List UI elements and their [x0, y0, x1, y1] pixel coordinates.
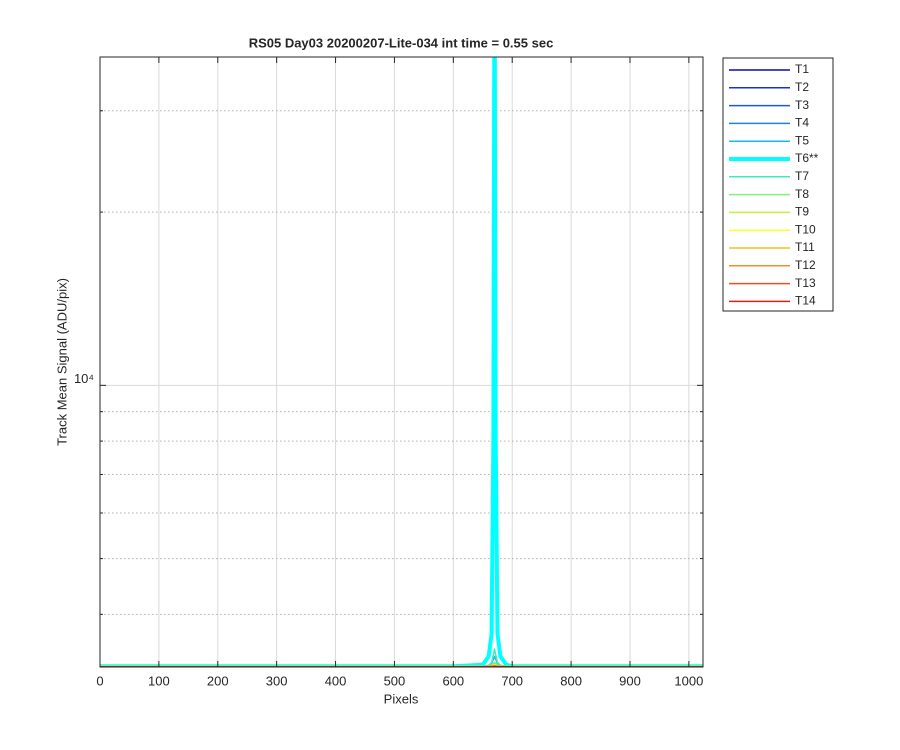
x-tick-label: 300 [266, 673, 288, 688]
legend: T1 T2 T3 T4 T5 T6** T7 T8 T9 T10 T11 T12 T13 T14 [729, 62, 819, 308]
legend-label: T3 [795, 98, 809, 112]
x-axis-label: Pixels [384, 691, 419, 706]
chart-title: RS05 Day03 20200207-Lite-034 int time = … [249, 35, 554, 50]
legend-label: T2 [795, 80, 809, 94]
legend-label: T6** [795, 151, 819, 165]
legend-label: T13 [795, 276, 816, 290]
legend-label: T10 [795, 222, 816, 236]
legend-label: T9 [795, 205, 809, 219]
legend-label: T1 [795, 62, 809, 76]
x-tick-label: 700 [501, 673, 523, 688]
legend-label: T8 [795, 187, 809, 201]
legend-label: T5 [795, 133, 809, 147]
axes-box [99, 56, 704, 668]
plot-area [100, 57, 703, 667]
x-tick-label: 500 [384, 673, 406, 688]
y-tick-label: 10⁴ [74, 371, 94, 386]
x-tick-label: 800 [560, 673, 582, 688]
legend-label: T14 [795, 294, 816, 308]
ticks: 0 100 200 300 400 500 600 700 800 900 1000 10⁴ [74, 57, 703, 688]
legend-label: T11 [795, 240, 815, 254]
x-tick-label: 1000 [674, 673, 703, 688]
x-tick-label: 400 [325, 673, 347, 688]
x-tick-label: 600 [442, 673, 464, 688]
x-tick-label: 200 [207, 673, 229, 688]
legend-label: T12 [795, 258, 816, 272]
y-axis-label: Track Mean Signal (ADU/pix) [54, 278, 69, 446]
legend-label: T4 [795, 116, 809, 130]
grid [99, 57, 703, 667]
legend-label: T7 [795, 169, 809, 183]
x-tick-label: 100 [148, 673, 170, 688]
legend-box [722, 57, 834, 312]
x-tick-label: 900 [619, 673, 641, 688]
x-tick-label: 0 [96, 673, 103, 688]
